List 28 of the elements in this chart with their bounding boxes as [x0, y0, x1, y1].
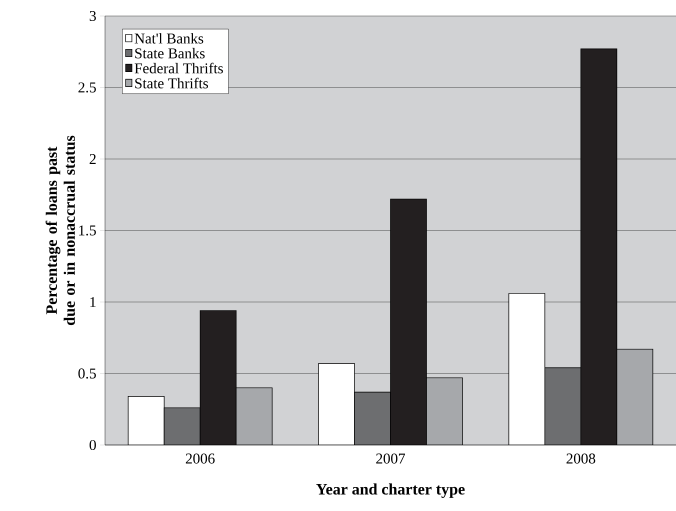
bar	[544, 367, 582, 445]
y-axis-title: Percentage of loans past due or in nonaccrual status	[46, 136, 75, 326]
legend-label: Federal Thrifts	[134, 62, 223, 74]
y-tick-label: 1.5	[79, 225, 96, 236]
legend-label: Nat'l Banks	[134, 33, 204, 44]
legend-label: State Thrifts	[135, 78, 208, 88]
bar	[426, 377, 463, 445]
bar	[390, 198, 427, 445]
legend-label: State Banks	[135, 48, 205, 58]
y-tick-label: 2	[90, 154, 96, 164]
y-tick-label: 0	[90, 440, 96, 450]
x-tick-label: 2008	[566, 454, 596, 464]
x-axis-title: Year and charter type	[316, 483, 465, 498]
y-tick-label: 0.5	[78, 368, 96, 379]
bar	[354, 392, 391, 445]
bar	[128, 396, 165, 445]
y-tick-label: 1	[90, 297, 96, 307]
y-tick-label: 2.5	[78, 82, 96, 93]
x-tick-label: 2006	[186, 454, 215, 464]
x-tick-label: 2007	[376, 454, 406, 464]
bar	[508, 293, 546, 445]
bar	[318, 363, 355, 445]
bar	[580, 48, 618, 445]
bar	[200, 310, 237, 445]
bar	[164, 407, 201, 445]
bar	[236, 387, 273, 445]
bar	[616, 348, 654, 445]
y-tick-label: 3	[90, 10, 96, 22]
